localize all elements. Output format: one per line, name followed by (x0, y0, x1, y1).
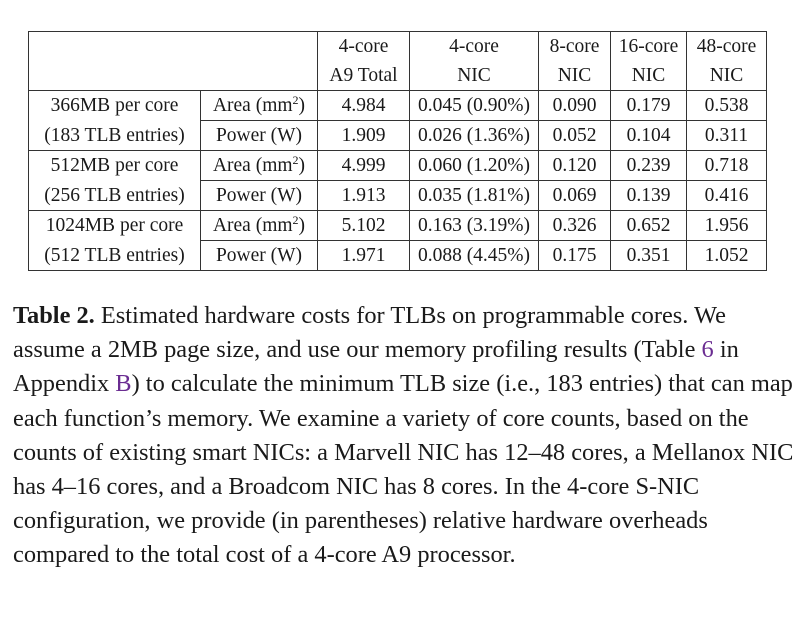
metric-label-area: Area (mm2) (200, 90, 318, 121)
table-row-power: (512 TLB entries) Power (W) 1.971 0.088 … (28, 240, 767, 271)
table-cell: 0.026 (1.36%) (409, 120, 539, 151)
table-cell: 0.120 (538, 150, 611, 181)
header-col-16core-nic: 16-core (610, 31, 687, 61)
table-cell: 1.956 (686, 210, 767, 241)
group-label-tlb-entries: (256 TLB entries) (28, 180, 201, 211)
caption-text: Estimated hardware costs for TLBs on pro… (13, 302, 726, 364)
table-cell: 0.311 (686, 120, 767, 151)
table-caption: Table 2. Estimated hardware costs for TL… (13, 299, 796, 573)
table-cell: 0.090 (538, 90, 611, 121)
table-row-area: 366MB per core Area (mm2) 4.984 0.045 (0… (28, 90, 767, 121)
header-row-1: 4-core 4-core 8-core 16-core 48-core (28, 31, 767, 61)
table-cell: 0.060 (1.20%) (409, 150, 539, 181)
table-cell: 0.239 (610, 150, 687, 181)
table-cell: 0.163 (3.19%) (409, 210, 539, 241)
table-cell: 0.045 (0.90%) (409, 90, 539, 121)
header-col-4core-nic-sub: NIC (409, 61, 539, 91)
caption-label: Table 2. (13, 302, 95, 329)
table-cell: 0.326 (538, 210, 611, 241)
table-reference-link[interactable]: 6 (701, 336, 714, 364)
caption-text: ) to calculate the minimum TLB size (i.e… (13, 370, 794, 569)
table-cell: 1.913 (317, 180, 410, 211)
metric-label-power: Power (W) (200, 180, 318, 211)
header-col-8core-nic-sub: NIC (538, 61, 611, 91)
header-col-a9: 4-core (317, 31, 410, 61)
appendix-reference-link[interactable]: B (115, 370, 132, 398)
metric-label-area: Area (mm2) (200, 150, 318, 181)
table-row-power: (183 TLB entries) Power (W) 1.909 0.026 … (28, 120, 767, 151)
group-label-tlb-entries: (512 TLB entries) (28, 240, 201, 271)
header-row-2: A9 Total NIC NIC NIC NIC (28, 61, 767, 91)
metric-label-power: Power (W) (200, 120, 318, 151)
table-cell: 0.069 (538, 180, 611, 211)
caption-text: in Appendix (13, 336, 739, 398)
table-row-area: 512MB per core Area (mm2) 4.999 0.060 (1… (28, 150, 767, 181)
table-cell: 0.139 (610, 180, 687, 211)
group-label-memory: 366MB per core (28, 90, 201, 121)
group-label-memory: 512MB per core (28, 150, 201, 181)
group-label-tlb-entries: (183 TLB entries) (28, 120, 201, 151)
metric-label-power: Power (W) (200, 240, 318, 271)
table-cell: 0.179 (610, 90, 687, 121)
metric-label-area: Area (mm2) (200, 210, 318, 241)
table-cell: 1.971 (317, 240, 410, 271)
group-label-memory: 1024MB per core (28, 210, 201, 241)
table-cell: 0.538 (686, 90, 767, 121)
header-col-4core-nic: 4-core (409, 31, 539, 61)
table-cell: 0.652 (610, 210, 687, 241)
table-row-power: (256 TLB entries) Power (W) 1.913 0.035 … (28, 180, 767, 211)
table-cell: 0.175 (538, 240, 611, 271)
table-cell: 0.416 (686, 180, 767, 211)
table-cell: 0.718 (686, 150, 767, 181)
header-col-a9-sub: A9 Total (317, 61, 410, 91)
table-cell: 0.052 (538, 120, 611, 151)
table-cell: 0.104 (610, 120, 687, 151)
table-cell: 5.102 (317, 210, 410, 241)
hardware-cost-table: 4-core 4-core 8-core 16-core 48-core A9 … (28, 31, 767, 271)
header-col-8core-nic: 8-core (538, 31, 611, 61)
table-row-area: 1024MB per core Area (mm2) 5.102 0.163 (… (28, 210, 767, 241)
table-cell: 4.999 (317, 150, 410, 181)
table-cell: 1.909 (317, 120, 410, 151)
table-cell: 0.035 (1.81%) (409, 180, 539, 211)
table-cell: 4.984 (317, 90, 410, 121)
header-col-16core-nic-sub: NIC (610, 61, 687, 91)
table-cell: 1.052 (686, 240, 767, 271)
header-empty-cell (28, 31, 318, 61)
header-col-48core-nic: 48-core (686, 31, 767, 61)
table-cell: 0.088 (4.45%) (409, 240, 539, 271)
header-empty-cell (28, 61, 318, 91)
table-cell: 0.351 (610, 240, 687, 271)
header-col-48core-nic-sub: NIC (686, 61, 767, 91)
